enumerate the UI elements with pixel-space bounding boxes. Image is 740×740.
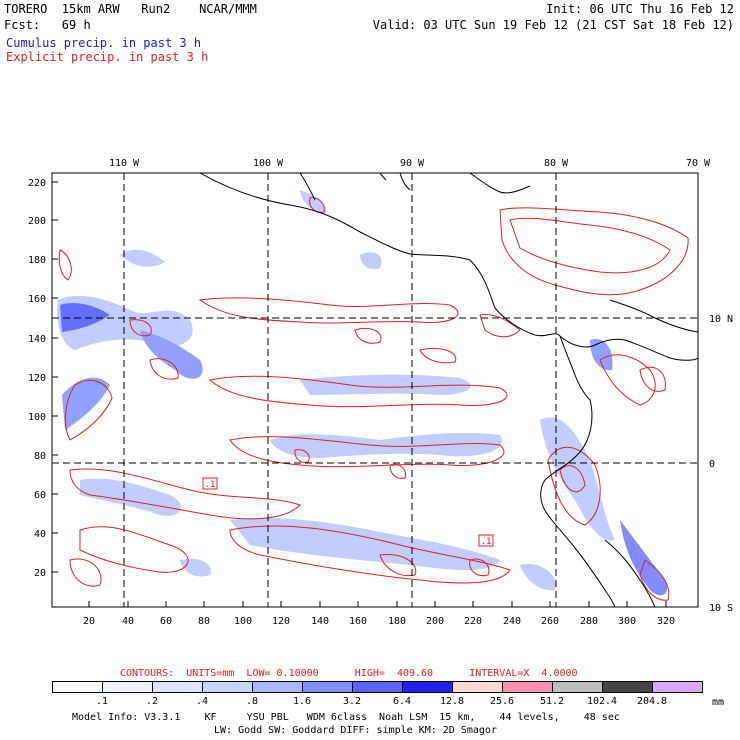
- contour-box-label-2: .1: [481, 537, 492, 547]
- x-tick-label: 320: [657, 616, 675, 627]
- colorbar-label: 204.8: [636, 696, 668, 707]
- latitude-labels: 10 N 0 10 S: [709, 314, 733, 614]
- x-tick-label: 20: [83, 616, 95, 627]
- colorbar-unit: mm: [712, 697, 725, 708]
- longitude-labels: 110 W 100 W 90 W 80 W 70 W: [109, 158, 711, 169]
- colorbar-swatch: [552, 681, 603, 693]
- x-tick-label: 220: [464, 616, 482, 627]
- legend-cumulus-precip: Cumulus precip. in past 3 h: [6, 36, 202, 50]
- x-tick-label: 240: [503, 616, 521, 627]
- colorbar-label: .1: [95, 696, 109, 707]
- y-tick-label: 120: [28, 373, 46, 384]
- colorbar-label: .2: [145, 696, 159, 707]
- colorbar-swatch: [202, 681, 253, 693]
- y-tick-label: 60: [34, 490, 46, 501]
- y-tick-label: 80: [34, 451, 46, 462]
- x-tick-label: 80: [198, 616, 210, 627]
- x-tick-label: 60: [160, 616, 172, 627]
- latlon-grid: [52, 173, 698, 607]
- precip-map: .1 .1 220 200 180 160 140 120 100 80 60 …: [28, 158, 733, 627]
- map-frame: [51, 172, 699, 608]
- colorbar-swatch: [402, 681, 453, 693]
- x-tick-label: 160: [349, 616, 367, 627]
- x-tick-label: 100: [234, 616, 252, 627]
- x-tick-label: 140: [311, 616, 329, 627]
- x-axis: 20 40 60 80 100 120 140 160 180 200 220 …: [83, 601, 675, 627]
- lat-label-0: 0: [709, 459, 715, 470]
- colorbar-label: .4: [195, 696, 209, 707]
- colorbar-swatch: [52, 681, 103, 693]
- legend-explicit-precip: Explicit precip. in past 3 h: [6, 50, 209, 64]
- colorbar-swatch: [152, 681, 203, 693]
- lon-label-90w: 90 W: [400, 158, 425, 169]
- header-valid-time: Valid: 03 UTC Sun 19 Feb 12 (21 CST Sat …: [372, 18, 734, 32]
- header-model-title: TORERO 15km ARW Run2 NCAR/MMM: [4, 2, 257, 16]
- explicit-precip-contours: [58, 197, 689, 601]
- x-tick-label: 280: [580, 616, 598, 627]
- lon-label-100w: 100 W: [253, 158, 284, 169]
- lat-label-10s: 10 S: [709, 603, 733, 614]
- colorbar-label: 3.2: [342, 696, 362, 707]
- colorbar-label: 25.6: [489, 696, 515, 707]
- contour-box-label-1: .1: [205, 480, 216, 490]
- colorbar-swatch: [452, 681, 503, 693]
- cumulus-precip-shading: [57, 190, 668, 596]
- x-tick-label: 260: [541, 616, 559, 627]
- colorbar-label: 1.6: [292, 696, 312, 707]
- colorbar-swatch: [252, 681, 303, 693]
- contour-label-box-2: [478, 534, 494, 547]
- y-axis: 220 200 180 160 140 120 100 80 60 40 20: [28, 178, 58, 579]
- colorbar-swatch: [602, 681, 653, 693]
- colorbar-swatch: [502, 681, 553, 693]
- y-tick-label: 40: [34, 529, 46, 540]
- x-tick-label: 120: [272, 616, 290, 627]
- footer-model-info: Model Info: V3.3.1 KF YSU PBL WDM 6class…: [72, 712, 620, 723]
- y-tick-label: 180: [28, 255, 46, 266]
- header-forecast-hour: Fcst: 69 h: [4, 18, 91, 32]
- y-tick-label: 20: [34, 568, 46, 579]
- y-tick-label: 200: [28, 216, 46, 227]
- colorbar-swatch: [652, 681, 703, 693]
- x-tick-label: 200: [426, 616, 444, 627]
- colorbar-label: 51.2: [539, 696, 565, 707]
- lon-label-110w: 110 W: [109, 158, 140, 169]
- footer-physics-info: LW: Godd SW: Goddard DIFF: simple KM: 2D…: [214, 725, 497, 736]
- x-tick-label: 300: [618, 616, 636, 627]
- colorbar-label: 102.4: [586, 696, 618, 707]
- y-tick-label: 100: [28, 412, 46, 423]
- x-tick-label: 180: [388, 616, 406, 627]
- colorbar-swatch: [102, 681, 153, 693]
- x-tick-label: 40: [122, 616, 134, 627]
- lat-label-10n: 10 N: [709, 314, 733, 325]
- colorbar-swatch: [302, 681, 353, 693]
- colorbar-swatch: [352, 681, 403, 693]
- header-init-time: Init: 06 UTC Thu 16 Feb 12: [546, 2, 734, 16]
- colorbar-label: 6.4: [392, 696, 412, 707]
- contour-label-box-1: [202, 477, 218, 490]
- contours-info: CONTOURS: UNITS=mm LOW= 0.10000 HIGH= 40…: [120, 668, 578, 679]
- colorbar-label: .8: [245, 696, 259, 707]
- y-tick-label: 220: [28, 178, 46, 189]
- colorbar-label: 12.8: [439, 696, 465, 707]
- lon-label-80w: 80 W: [544, 158, 569, 169]
- lon-label-70w: 70 W: [686, 158, 711, 169]
- y-tick-label: 140: [28, 334, 46, 345]
- coastlines: [199, 173, 698, 607]
- y-tick-label: 160: [28, 294, 46, 305]
